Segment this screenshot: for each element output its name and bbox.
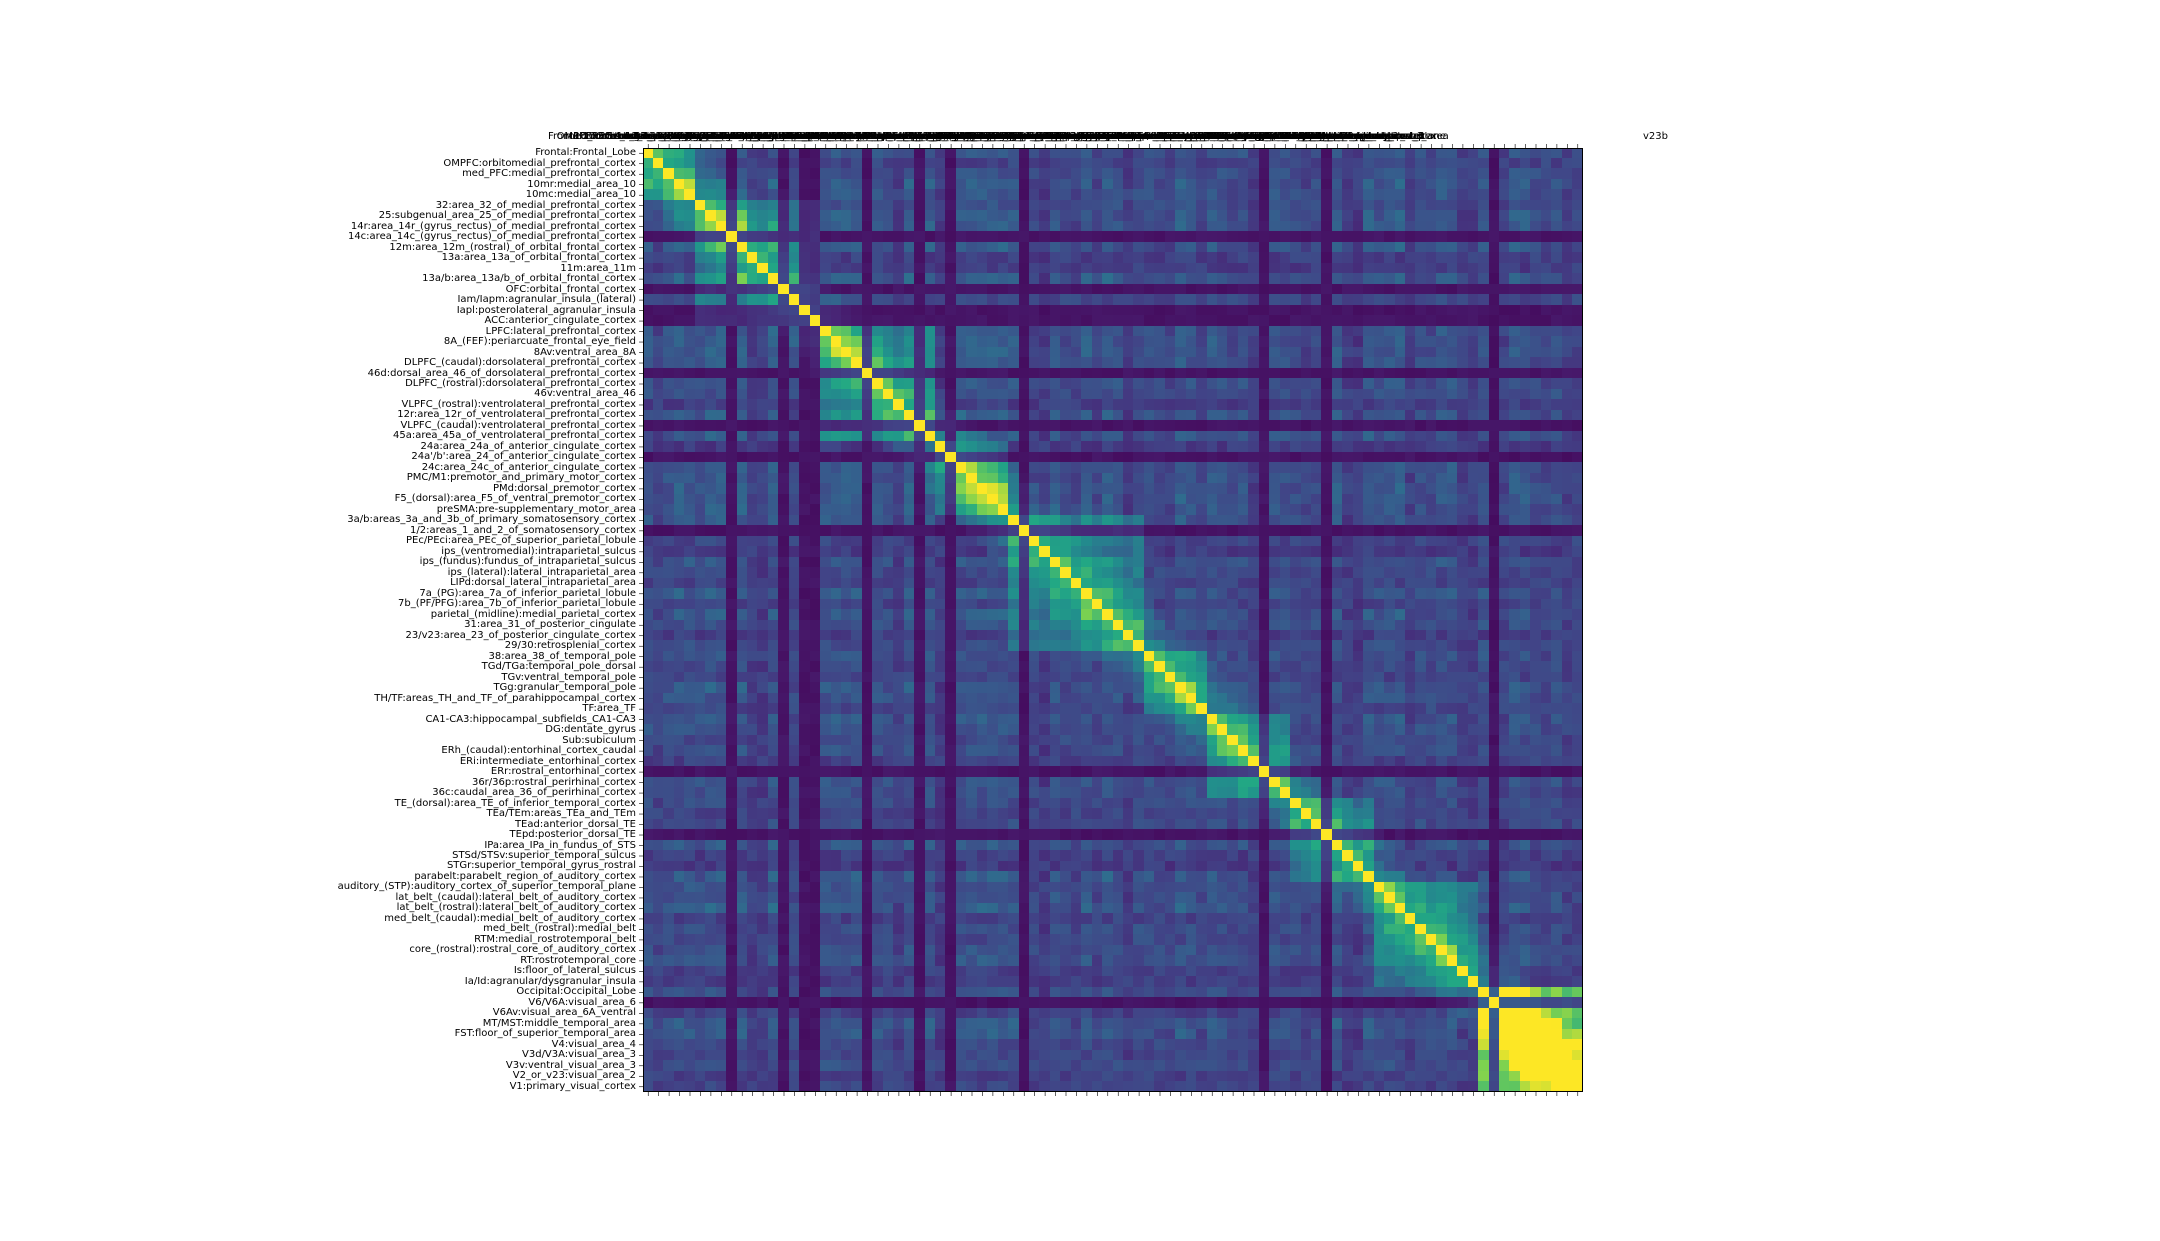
heatmap-matrix bbox=[643, 148, 1583, 1092]
